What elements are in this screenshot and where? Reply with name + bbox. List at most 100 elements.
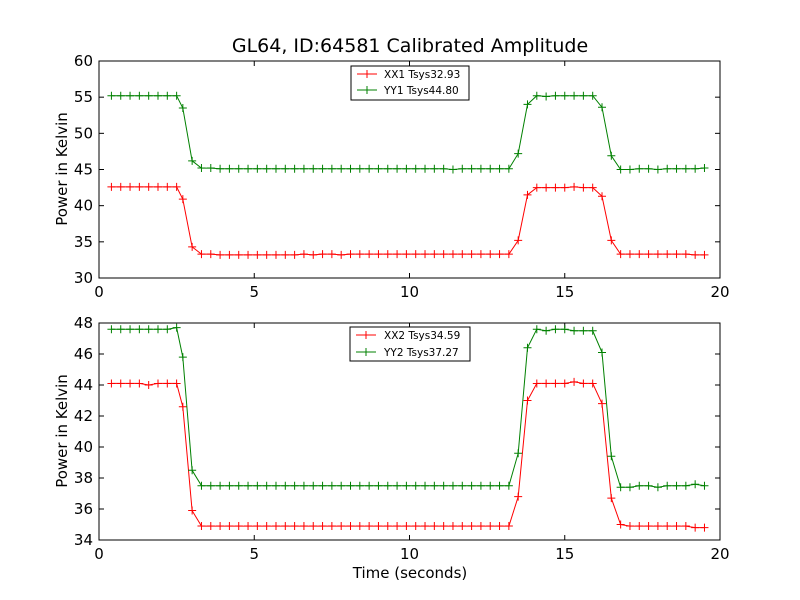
data-point	[163, 325, 172, 334]
data-point	[467, 164, 476, 173]
data-point	[153, 182, 162, 191]
data-point	[206, 481, 215, 490]
data-point	[225, 481, 234, 490]
data-point	[144, 91, 153, 100]
data-point	[588, 379, 597, 388]
data-point	[439, 481, 448, 490]
data-point	[653, 250, 662, 259]
data-point	[355, 250, 364, 259]
data-point	[588, 91, 597, 100]
y-tick-label: 42	[74, 407, 93, 425]
data-point	[197, 522, 206, 531]
data-point	[135, 325, 144, 334]
data-point	[635, 522, 644, 531]
data-point	[244, 250, 253, 259]
data-point	[495, 522, 504, 531]
data-point	[271, 522, 280, 531]
x-tick-label: 10	[400, 283, 419, 301]
y-tick-label: 50	[74, 124, 93, 142]
data-point	[588, 183, 597, 192]
data-point	[653, 483, 662, 492]
data-point	[216, 522, 225, 531]
data-point	[262, 164, 271, 173]
legend-box	[350, 65, 470, 101]
data-point	[393, 481, 402, 490]
data-point	[458, 481, 467, 490]
data-point	[430, 522, 439, 531]
data-point	[579, 91, 588, 100]
data-point	[532, 325, 541, 334]
data-point	[290, 164, 299, 173]
bottom-legend: XX2 Tsys34.59 YY2 Tsys37.27	[349, 326, 471, 362]
data-point	[355, 481, 364, 490]
data-point	[126, 379, 135, 388]
data-point	[188, 466, 197, 475]
data-point	[116, 379, 125, 388]
data-point	[421, 250, 430, 259]
data-point	[206, 164, 215, 173]
data-point	[514, 492, 523, 501]
data-point	[197, 250, 206, 259]
data-point	[290, 481, 299, 490]
x-tick-label: 10	[400, 545, 419, 563]
data-point	[570, 326, 579, 335]
data-point	[644, 250, 653, 259]
data-point	[542, 326, 551, 335]
data-point	[560, 91, 569, 100]
data-point	[163, 379, 172, 388]
data-point	[616, 483, 625, 492]
y-tick-label: 40	[74, 438, 93, 456]
y-tick-label: 55	[74, 88, 93, 106]
data-point	[691, 164, 700, 173]
bottom-series-line-0	[111, 381, 705, 529]
data-point	[234, 522, 243, 531]
data-point	[346, 481, 355, 490]
data-point	[206, 522, 215, 531]
data-point	[365, 164, 374, 173]
data-point	[299, 481, 308, 490]
data-point	[337, 250, 346, 259]
data-point	[299, 522, 308, 531]
data-point	[318, 164, 327, 173]
data-point	[262, 250, 271, 259]
data-point	[262, 481, 271, 490]
data-point	[681, 164, 690, 173]
top-plot-layer: 0 5 10 15 20 30 35 40 45 50 55 60	[74, 52, 730, 301]
data-point	[374, 481, 383, 490]
data-point	[402, 250, 411, 259]
data-point	[374, 250, 383, 259]
data-point	[281, 250, 290, 259]
data-point	[144, 381, 153, 389]
y-tick-label: 35	[74, 233, 93, 251]
legend-label-xx2: XX2 Tsys34.59	[384, 330, 460, 342]
data-point	[107, 325, 116, 334]
data-point	[365, 250, 374, 259]
data-point	[598, 348, 607, 357]
data-point	[411, 481, 420, 490]
data-point	[383, 522, 392, 531]
data-point	[327, 250, 336, 259]
data-point	[327, 164, 336, 173]
data-point	[197, 164, 206, 173]
data-point	[672, 164, 681, 173]
data-point	[281, 481, 290, 490]
data-point	[126, 182, 135, 191]
data-point	[700, 523, 709, 532]
data-point	[197, 481, 206, 490]
bottom-ylabel: Power in Kelvin	[53, 374, 71, 488]
data-point	[163, 182, 172, 191]
legend-box	[349, 326, 471, 362]
data-point	[290, 522, 299, 531]
data-point	[374, 522, 383, 531]
data-point	[681, 481, 690, 490]
data-point	[700, 164, 709, 173]
bottom-xlabel: Time (seconds)	[352, 564, 468, 582]
data-point	[570, 377, 579, 386]
data-point	[337, 164, 346, 173]
data-point	[411, 522, 420, 531]
data-point	[355, 522, 364, 531]
data-point	[318, 522, 327, 531]
data-point	[107, 91, 116, 100]
data-point	[579, 326, 588, 335]
data-point	[625, 483, 634, 492]
